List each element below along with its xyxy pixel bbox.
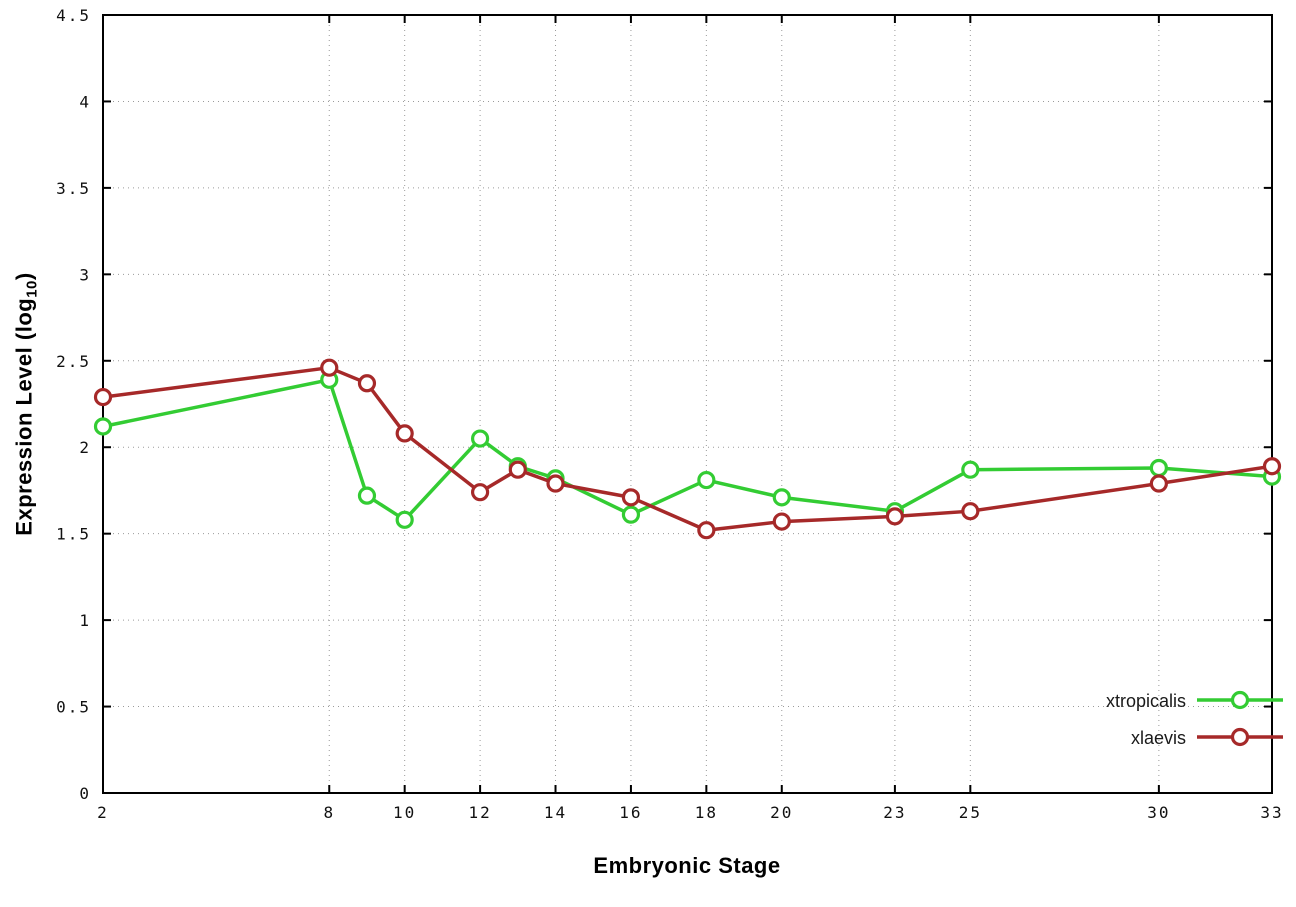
data-point-xtropicalis — [697, 470, 716, 490]
x-tick-label: 14 — [544, 803, 567, 822]
data-point-xtropicalis — [470, 429, 490, 448]
x-tick-label: 23 — [883, 803, 906, 822]
data-point-xlaevis — [395, 424, 414, 443]
data-point-xtropicalis — [395, 510, 414, 529]
x-tick-label: 8 — [323, 803, 335, 822]
y-tick-label: 1 — [79, 611, 91, 630]
data-point-xtropicalis — [772, 488, 791, 507]
x-tick-label: 20 — [770, 803, 793, 822]
data-point-xtropicalis — [357, 486, 377, 505]
y-tick-label: 0.5 — [56, 698, 91, 717]
y-axis-title-sub: 10 — [23, 280, 41, 298]
data-point-xtropicalis — [93, 417, 113, 436]
data-point-xlaevis — [961, 502, 980, 521]
x-tick-label: 30 — [1147, 803, 1170, 822]
x-axis-title: Embryonic Stage — [593, 853, 781, 878]
legend: xtropicalis xlaevis — [1106, 690, 1283, 748]
x-tick-label: 10 — [393, 803, 416, 822]
data-point-xlaevis — [320, 358, 339, 377]
data-point-xlaevis — [772, 512, 791, 531]
y-tick-label: 1.5 — [56, 525, 91, 544]
y-tick-label: 2.5 — [56, 352, 91, 371]
y-axis-title-main: Expression Level (log — [11, 297, 37, 536]
data-point-xlaevis — [621, 488, 641, 507]
y-axis-title: Expression Level (log10) — [11, 272, 40, 535]
data-point-xlaevis — [470, 483, 490, 502]
data-point-xlaevis — [1149, 474, 1168, 493]
data-point-xlaevis — [546, 474, 565, 493]
y-tick-label: 3.5 — [56, 179, 91, 198]
legend-marker-xlaevis — [1230, 727, 1250, 747]
data-point-xlaevis — [697, 521, 716, 540]
x-tick-label: 18 — [695, 803, 718, 822]
legend-label-xtropicalis: xtropicalis — [1106, 691, 1186, 711]
series-line-xtropicalis — [101, 378, 1274, 522]
data-point-xtropicalis — [961, 460, 980, 479]
axis-ticks — [102, 14, 1273, 794]
data-point-xlaevis — [93, 387, 113, 407]
y-tick-label: 4 — [79, 92, 91, 111]
data-point-xlaevis — [508, 460, 527, 479]
y-tick-label: 0 — [79, 784, 91, 803]
x-tick-label: 12 — [468, 803, 491, 822]
series-line-xlaevis — [101, 365, 1274, 532]
data-point-xlaevis — [1262, 457, 1282, 476]
x-tick-label: 33 — [1260, 803, 1283, 822]
x-tick-label: 2 — [97, 803, 109, 822]
y-tick-label: 2 — [79, 438, 91, 457]
legend-marker-xtropicalis — [1230, 690, 1250, 710]
plot-border — [102, 14, 1273, 794]
data-point-xlaevis — [357, 374, 377, 393]
y-tick-label: 4.5 — [56, 6, 91, 25]
grid — [102, 14, 1273, 794]
x-tick-label: 25 — [959, 803, 982, 822]
y-tick-label: 3 — [79, 265, 91, 284]
data-point-xlaevis — [885, 507, 905, 526]
data-point-xtropicalis — [1149, 458, 1168, 478]
x-tick-label: 16 — [619, 803, 642, 822]
legend-label-xlaevis: xlaevis — [1131, 728, 1186, 748]
plot-area: 2 8 10 12 14 16 18 20 23 25 30 33 0 0.5 1 1.5 2 2.5 3 3.5 4 4… — [56, 6, 1283, 822]
data-point-xtropicalis — [621, 505, 641, 524]
y-axis-title-end: ) — [11, 272, 37, 281]
